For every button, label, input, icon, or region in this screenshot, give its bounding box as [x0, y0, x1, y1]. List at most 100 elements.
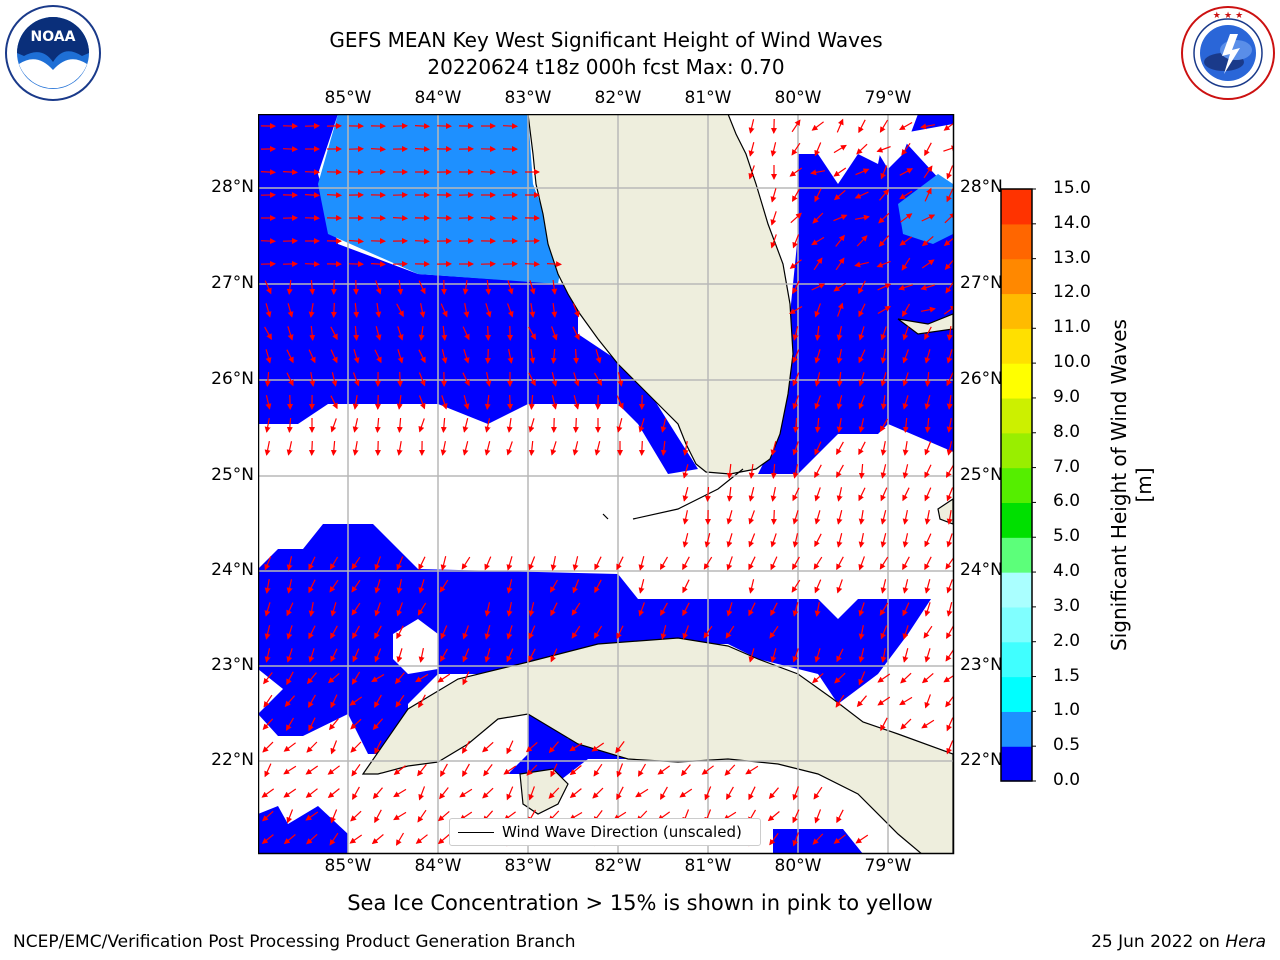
wind-wave-arrow [484, 625, 491, 640]
wind-wave-arrow [484, 441, 491, 456]
wind-wave-arrow [878, 212, 890, 224]
wind-wave-arrow [792, 280, 800, 295]
wind-wave-arrow [792, 786, 799, 801]
noaa-logo-text: NOAA [31, 29, 76, 45]
wind-wave-arrow [305, 811, 319, 821]
wind-wave-arrow [353, 325, 360, 341]
wind-wave-arrow [440, 440, 447, 456]
wind-wave-arrow [550, 348, 557, 364]
wind-wave-arrow [282, 169, 298, 176]
colorbar-tick-label: 5.0 [1053, 526, 1081, 547]
wind-wave-arrow [484, 418, 491, 433]
wind-wave-arrow [485, 325, 492, 341]
wind-wave-arrow [682, 487, 689, 502]
wind-wave-arrow [374, 417, 381, 433]
wind-wave-arrow [437, 810, 450, 822]
wind-wave-arrow [902, 625, 909, 640]
wind-wave-arrow [946, 441, 953, 456]
colorbar-segment [1001, 711, 1032, 747]
noaa-logo: NOAA [5, 5, 101, 101]
wind-wave-arrow [265, 303, 272, 318]
wind-wave-arrow [836, 648, 844, 663]
wind-wave-arrow [858, 671, 866, 686]
wind-wave-arrow [770, 463, 777, 479]
colorbar-segment [1001, 572, 1032, 608]
wind-wave-arrow [615, 741, 625, 754]
wind-wave-arrow [350, 718, 362, 730]
wind-wave-arrow [372, 718, 384, 731]
wind-wave-arrow [899, 190, 913, 200]
svg-text:★ ★ ★: ★ ★ ★ [1213, 11, 1243, 21]
wind-wave-arrow [395, 694, 405, 708]
wind-wave-arrow [748, 142, 755, 157]
wind-wave-arrow [397, 371, 404, 387]
wind-wave-arrow [551, 372, 558, 387]
wind-wave-arrow [946, 533, 953, 548]
wind-wave-arrow [682, 625, 689, 640]
wind-wave-arrow [770, 142, 777, 157]
wind-wave-arrow [770, 648, 777, 663]
lat-label-right: 24°N [960, 560, 1003, 580]
legend-label: Wind Wave Direction (unscaled) [502, 823, 742, 841]
wind-wave-arrow [502, 123, 518, 130]
wind-wave-arrow [264, 417, 271, 433]
wind-wave-arrow [419, 302, 426, 318]
wind-wave-arrow [946, 740, 954, 755]
wind-wave-arrow [528, 394, 535, 410]
wind-wave-arrow [814, 349, 821, 364]
wind-wave-arrow [591, 742, 605, 752]
wind-wave-arrow [353, 302, 360, 318]
wind-wave-arrow [880, 647, 887, 663]
colorbar-tick-label: 15.0 [1053, 178, 1091, 198]
wind-wave-arrow [352, 648, 360, 663]
wind-wave-arrow [792, 487, 800, 502]
wind-wave-arrow [462, 763, 470, 777]
wind-wave-arrow [286, 602, 294, 617]
lat-label-right: 27°N [960, 273, 1003, 293]
wind-wave-arrow [876, 260, 891, 268]
wind-wave-arrow [924, 533, 932, 548]
colorbar-tick-label: 12.0 [1053, 282, 1091, 303]
wind-wave-arrow [330, 648, 338, 663]
wind-wave-arrow [814, 395, 821, 410]
wind-wave-arrow [418, 579, 425, 594]
lon-label-bottom: 84°W [414, 856, 462, 876]
wind-wave-arrow [638, 556, 645, 571]
wind-wave-arrow [352, 372, 360, 387]
wind-wave-arrow [637, 763, 647, 777]
wind-wave-arrow [792, 602, 799, 617]
wind-wave-arrow [748, 556, 756, 571]
wind-wave-arrow [836, 809, 844, 824]
lat-label-right: 22°N [960, 750, 1003, 770]
wind-wave-arrow [439, 787, 449, 800]
wind-wave-arrow [902, 509, 909, 525]
wind-wave-arrow [551, 280, 558, 295]
wind-wave-arrow [370, 146, 386, 153]
wind-wave-arrow [854, 261, 869, 268]
wind-wave-arrow [462, 326, 470, 341]
wind-wave-arrow [484, 348, 491, 364]
wind-wave-arrow [704, 533, 711, 548]
colorbar-tick-label: 2.0 [1053, 630, 1081, 651]
wind-wave-arrow [309, 279, 316, 295]
wind-wave-arrow [858, 441, 866, 456]
wind-wave-arrow [506, 579, 513, 594]
wind-wave-arrow [810, 169, 826, 176]
lon-label-bottom: 82°W [594, 856, 642, 876]
wind-wave-arrow [441, 325, 448, 341]
wind-wave-arrow [264, 578, 271, 594]
lat-label-left: 24°N [211, 560, 254, 580]
wind-wave-arrow [529, 303, 536, 318]
wind-wave-arrow [572, 417, 579, 433]
wind-wave-arrow [812, 672, 824, 684]
wind-wave-arrow [899, 121, 913, 131]
wind-wave-arrow [417, 602, 427, 616]
map-legend: Wind Wave Direction (unscaled) [449, 818, 761, 846]
wind-wave-arrow [572, 326, 580, 341]
wind-wave-arrow [767, 811, 780, 822]
lat-label-right: 25°N [960, 465, 1003, 485]
wind-wave-arrow [308, 717, 316, 732]
wind-wave-arrow [945, 464, 954, 478]
wind-wave-arrow [353, 349, 360, 364]
wind-wave-arrow [921, 719, 935, 729]
